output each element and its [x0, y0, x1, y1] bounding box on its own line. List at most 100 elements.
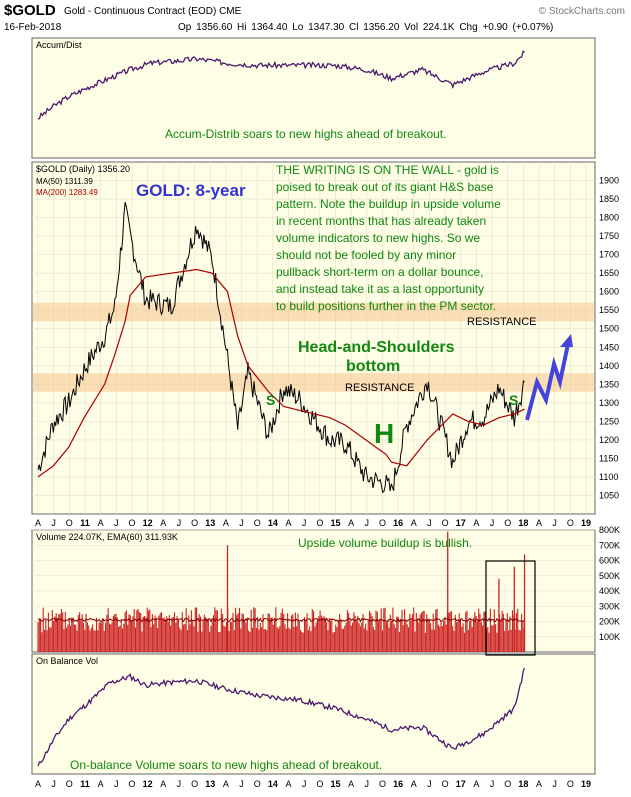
resistance-band	[33, 373, 594, 392]
volume-tick-label: 800K	[599, 525, 620, 535]
obv-title: On Balance Vol	[36, 656, 98, 666]
x-tick-label: J	[427, 779, 432, 789]
x-tick-label: A	[223, 779, 229, 789]
commentary-line: THE WRITING IS ON THE WALL - gold is	[276, 163, 499, 177]
x-tick-label: J	[490, 779, 495, 789]
legend-ma50: MA(50) 1311.39	[36, 177, 93, 186]
x-tick-label: A	[160, 518, 166, 528]
pattern-label-line1: Head-and-Shoulders	[298, 339, 455, 356]
x-tick-label: O	[379, 518, 386, 528]
price-tick-label: 1800	[599, 213, 619, 223]
resistance-band	[33, 302, 594, 322]
price-tick-label: 1600	[599, 287, 619, 297]
pattern-label-line2: bottom	[346, 358, 400, 375]
x-tick-label: J	[114, 779, 119, 789]
commentary-text: THE WRITING IS ON THE WALL - gold is pois…	[276, 163, 501, 313]
price-tick-label: 1700	[599, 250, 619, 260]
volume-tick-label: 400K	[599, 586, 620, 596]
volume-tick-label: 200K	[599, 617, 620, 627]
x-tick-label: J	[51, 779, 56, 789]
x-tick-label: J	[552, 779, 557, 789]
volume-y-axis: 100K 200K 300K 400K 500K 600K 700K 800K	[599, 525, 620, 642]
x-tick-label: 17	[456, 518, 466, 528]
commentary-line: volume indicators to new highs. So we	[276, 231, 480, 245]
x-tick-label: J	[427, 518, 432, 528]
x-tick-label: 14	[268, 779, 278, 789]
commentary-line: poised to break out of its giant H&S bas…	[276, 180, 494, 194]
resistance-label-upper: RESISTANCE	[467, 316, 536, 328]
x-tick-label: J	[302, 518, 307, 528]
commentary-line: pullback short-term on a dollar bounce,	[276, 265, 483, 279]
x-tick-label: J	[365, 779, 370, 789]
x-axis-labels: A J O 11 A J O 12 A J O 13 A J O 14 A J O 15 A J O 16 A J O 17 A J O 18…	[35, 518, 591, 528]
x-tick-label: J	[114, 518, 119, 528]
price-tick-label: 1250	[599, 416, 619, 426]
x-tick-label: A	[473, 779, 479, 789]
x-tick-label: J	[239, 518, 244, 528]
commentary-line: and instead take it as a last opportunit…	[276, 282, 484, 296]
commentary-line: in recent months that has already taken	[276, 214, 486, 228]
x-tick-label: 19	[581, 779, 591, 789]
x-tick-label: O	[504, 779, 511, 789]
accum-title: Accum/Dist	[36, 40, 82, 50]
x-tick-label: O	[379, 779, 386, 789]
ohlc-summary: Op 1356.60 Hi 1364.40 Lo 1347.30 Cl 1356…	[178, 22, 554, 33]
commentary-line: should not be fooled by any minor	[276, 248, 456, 262]
price-tick-label: 1500	[599, 324, 619, 334]
price-tick-label: 1850	[599, 194, 619, 204]
price-tick-label: 1750	[599, 231, 619, 241]
x-tick-label: 16	[393, 779, 403, 789]
volume-title: Volume 224.07K, EMA(60) 311.93K	[36, 532, 178, 542]
x-tick-label: 15	[330, 518, 340, 528]
x-tick-label: A	[286, 779, 292, 789]
resistance-bands	[33, 302, 594, 392]
volume-tick-label: 300K	[599, 601, 620, 611]
breakout-arrow	[525, 334, 573, 421]
x-tick-label: O	[504, 518, 511, 528]
x-tick-label: A	[348, 779, 354, 789]
x-tick-label: O	[316, 779, 323, 789]
x-tick-label: 12	[143, 779, 153, 789]
x-tick-label: 13	[205, 518, 215, 528]
left-shoulder-label: S	[266, 392, 275, 408]
x-axis-labels-bottom: A J O 11 A J O 12 A J O 13 A J O 14 A J O 15 A J O 16 A J O 17 A J O 18…	[35, 779, 591, 789]
x-tick-label: O	[191, 518, 198, 528]
chart-canvas: Accum/Dist Accum-Distrib soars to new hi…	[31, 37, 620, 789]
chart-header: $GOLD Gold - Continuous Contract (EOD) C…	[0, 0, 631, 34]
x-tick-label: 18	[518, 518, 528, 528]
volume-highlight-box	[485, 560, 536, 656]
price-tick-label: 1100	[599, 472, 618, 482]
x-tick-label: O	[66, 779, 73, 789]
x-tick-label: J	[239, 779, 244, 789]
x-tick-label: O	[66, 518, 73, 528]
resistance-label-lower: RESISTANCE	[345, 382, 414, 394]
contract-name: Gold - Continuous Contract (EOD) CME	[64, 6, 242, 17]
x-tick-label: O	[442, 779, 449, 789]
x-tick-label: J	[490, 518, 495, 528]
x-tick-label: A	[160, 779, 166, 789]
x-tick-label: J	[365, 518, 370, 528]
price-y-axis: 1050 1100 1150 1200 1250 1300 1350 1400 1450 1500…	[599, 176, 619, 501]
price-title: $GOLD (Daily) 1356.20	[36, 164, 130, 174]
volume-tick-label: 600K	[599, 556, 620, 566]
legend-ma200: MA(200) 1283.49	[36, 188, 98, 197]
x-tick-label: 17	[456, 779, 466, 789]
big-title: GOLD: 8-year	[136, 181, 246, 200]
commentary-line: pattern. Note the buildup in upside volu…	[276, 197, 501, 211]
x-tick-label: A	[223, 518, 229, 528]
accum-panel	[31, 37, 596, 159]
x-tick-label: A	[35, 779, 41, 789]
x-tick-label: A	[536, 518, 542, 528]
accum-dist-line	[37, 50, 525, 120]
x-tick-label: 12	[143, 518, 153, 528]
volume-ema-line	[37, 617, 525, 623]
x-tick-label: O	[128, 518, 135, 528]
x-tick-label: O	[567, 518, 574, 528]
x-tick-label: 18	[518, 779, 528, 789]
x-tick-label: O	[254, 779, 261, 789]
x-tick-label: J	[177, 518, 182, 528]
accum-annotation: Accum-Distrib soars to new highs ahead o…	[165, 127, 446, 141]
x-tick-label: J	[51, 518, 56, 528]
price-tick-label: 1450	[599, 342, 619, 352]
ma200-line	[37, 268, 525, 478]
